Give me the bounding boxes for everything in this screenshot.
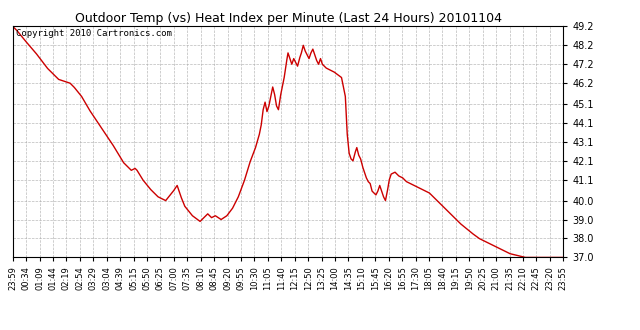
Text: Copyright 2010 Cartronics.com: Copyright 2010 Cartronics.com xyxy=(15,29,172,38)
Title: Outdoor Temp (vs) Heat Index per Minute (Last 24 Hours) 20101104: Outdoor Temp (vs) Heat Index per Minute … xyxy=(74,12,502,25)
